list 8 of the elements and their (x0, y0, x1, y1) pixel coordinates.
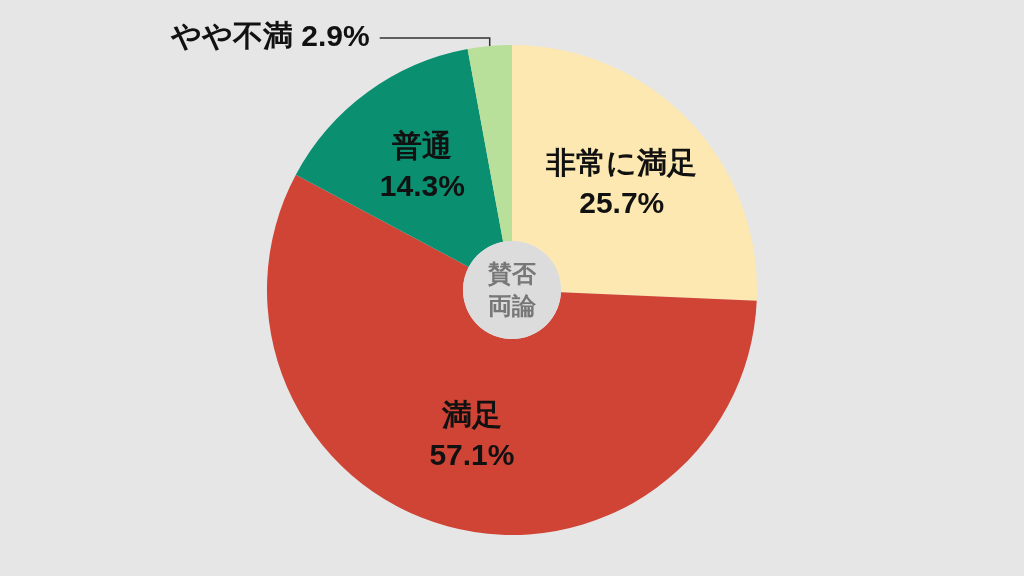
slice-label: 非常に満足 (545, 146, 698, 180)
slice-label: やや不満 2.9% (169, 19, 370, 53)
data-label: 57.1% (429, 437, 515, 471)
slice-label: 満足 (440, 397, 502, 431)
data-label: 25.7% (579, 186, 665, 220)
slice-label: 普通 (392, 128, 453, 162)
data-label: 14.3% (379, 168, 465, 202)
text: 賛否両論 (487, 259, 537, 319)
